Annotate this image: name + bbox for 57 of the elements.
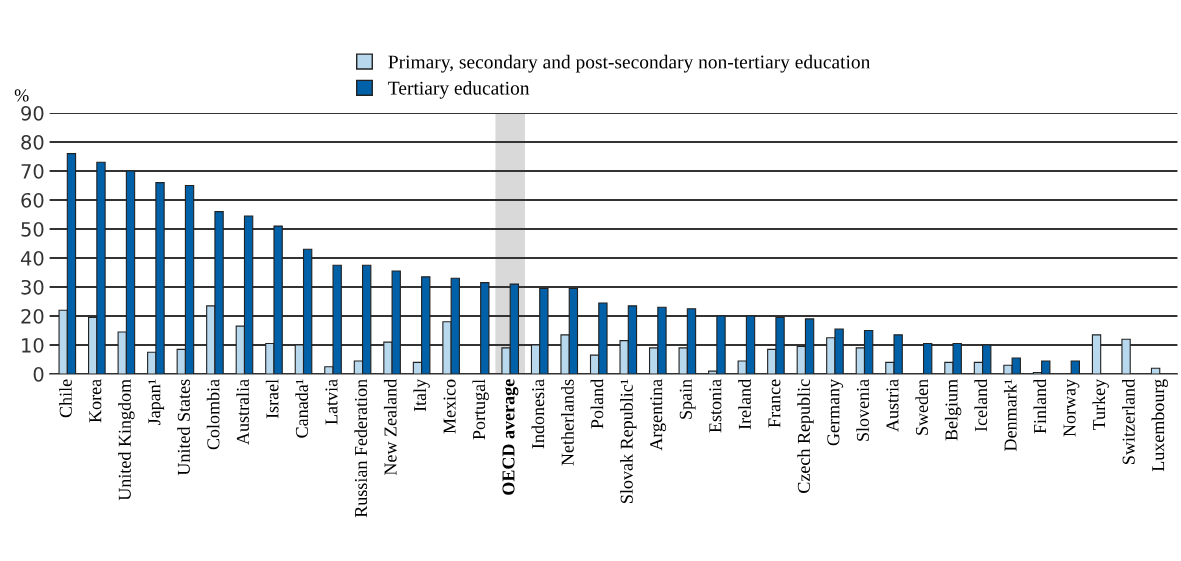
x-tick-label: United Kingdom — [118, 379, 135, 501]
x-tick-label: Slovenia — [856, 379, 870, 441]
x-tick-label: Slovak Republic¹ — [620, 379, 637, 503]
bar — [1070, 360, 1080, 374]
y-tick-label: 90 — [21, 105, 44, 121]
y-tick-label: 0 — [33, 366, 44, 382]
x-tick-label: Sweden — [915, 379, 929, 435]
y-tick-label: 30 — [21, 279, 44, 295]
y-tick-label: 10 — [22, 337, 44, 353]
x-tick-label: Canada¹ — [295, 379, 309, 438]
x-tick-label: Korea — [89, 379, 102, 423]
x-tick-label: Finland — [1033, 379, 1047, 434]
x-tick-label: Ireland — [738, 379, 751, 430]
bar — [1150, 367, 1161, 374]
x-tick-label: Australia — [236, 379, 249, 445]
x-tick-label: United States — [177, 379, 190, 476]
x-tick-label: Germany — [827, 378, 844, 446]
bar — [922, 342, 933, 374]
bar — [1091, 334, 1102, 374]
x-tick-label: Argentina — [650, 379, 666, 451]
x-tick-label: OECD average — [502, 379, 519, 495]
bar — [1121, 338, 1131, 374]
y-tick-label: 70 — [21, 163, 44, 179]
y-tick-label: 50 — [21, 221, 44, 237]
x-tick-label: Estonia — [709, 379, 722, 433]
legend-label: Primary, secondary and post-secondary non-tertiary education — [388, 54, 871, 73]
x-tick-label: Chile — [59, 379, 72, 418]
x-tick-label: New Zealand — [383, 379, 397, 476]
x-tick-label: Portugal — [472, 379, 489, 440]
y-tick-label: 60 — [21, 192, 44, 208]
y-tick-label: 40 — [20, 250, 44, 266]
x-tick-label: Turkey — [1092, 378, 1109, 431]
legend-label: Tertiary education — [388, 81, 530, 99]
x-tick-label: Latvia — [325, 379, 338, 425]
x-tick-label: Colombia — [206, 379, 220, 450]
x-tick-label: Japan¹ — [148, 379, 165, 426]
x-tick-label: Spain — [679, 379, 696, 419]
x-tick-label: Mexico — [443, 379, 456, 434]
x-tick-label: Switzerland — [1122, 379, 1135, 464]
x-tick-label: Poland — [590, 379, 604, 429]
x-tick-label: Italy — [413, 378, 430, 412]
y-tick-label: 80 — [21, 134, 44, 150]
x-tick-label: Denmark¹ — [1003, 379, 1017, 451]
x-tick-label: Indonesia — [531, 379, 545, 449]
x-tick-label: Norway — [1063, 378, 1080, 437]
x-tick-label: Russian Federation — [354, 379, 368, 518]
x-tick-label: France — [768, 379, 781, 428]
y-tick-label: 20 — [21, 308, 44, 324]
x-tick-label: Austria — [886, 379, 899, 432]
x-tick-label: Belgium — [944, 379, 962, 441]
x-tick-label: Netherlands — [561, 379, 574, 466]
x-tick-label: Iceland — [974, 379, 988, 432]
y-axis-title: % — [14, 89, 29, 102]
x-tick-label: Czech Republic — [797, 379, 814, 493]
bar — [480, 282, 490, 374]
x-tick-label: Israel — [265, 379, 279, 419]
x-tick-label: Luxembourg — [1151, 379, 1168, 472]
